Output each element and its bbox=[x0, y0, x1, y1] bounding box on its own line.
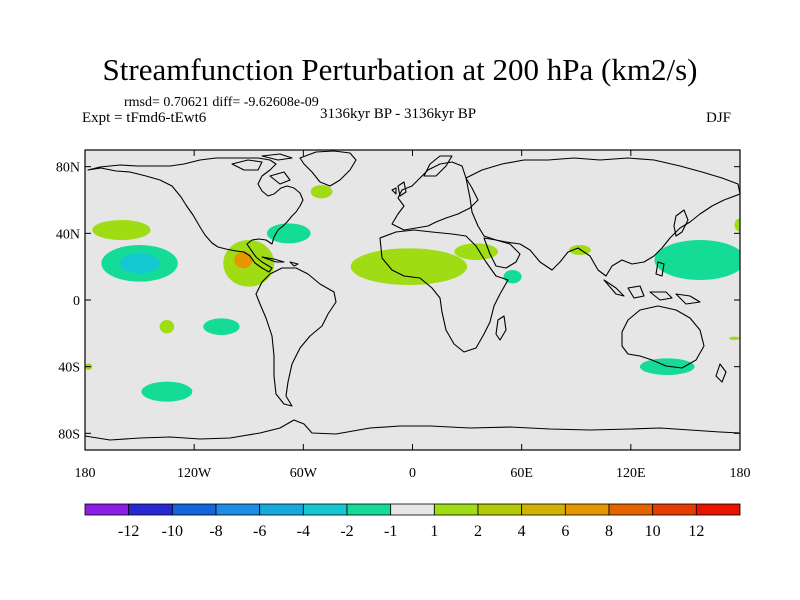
coastline-greenland bbox=[299, 150, 357, 187]
coastline-south-america bbox=[255, 267, 337, 407]
colorbar-label: 12 bbox=[688, 523, 704, 540]
colorbar-label: -6 bbox=[253, 523, 266, 540]
axes: 180 120W 60W 0 60E 120E 180 80N 40N 0 40S 80S bbox=[56, 150, 751, 481]
colorbar-label: -10 bbox=[162, 523, 183, 540]
colorbar-label: -1 bbox=[384, 523, 397, 540]
anomaly-north-atlantic-neg bbox=[266, 223, 311, 244]
colorbar-swatch bbox=[564, 503, 610, 516]
coastline-madagascar bbox=[495, 315, 507, 341]
colorbar: -12 -10 -8 -6 -4 -2 -1 1 2 4 6 8 10 12 bbox=[84, 503, 741, 540]
coastline-africa bbox=[379, 229, 509, 353]
anomaly-greenland-pos bbox=[310, 185, 333, 199]
anomaly-south-pacific-neg bbox=[203, 318, 240, 335]
anomaly-far-south-pacific-neg bbox=[141, 381, 193, 402]
lat-tick-label: 80S bbox=[58, 427, 80, 442]
colorbar-label: -4 bbox=[297, 523, 310, 540]
colorbar-label: -8 bbox=[209, 523, 222, 540]
coastline-arabia bbox=[483, 237, 521, 269]
colorbar-label: 10 bbox=[645, 523, 661, 540]
coastline-maritime-asia bbox=[603, 261, 701, 305]
colorbar-swatch bbox=[433, 503, 479, 516]
colorbar-swatch bbox=[521, 503, 566, 516]
anomaly-layer bbox=[85, 185, 740, 402]
colorbar-swatch bbox=[652, 503, 697, 516]
anomaly-west-pacific-neg bbox=[654, 240, 740, 280]
lon-tick-label: 120W bbox=[177, 466, 212, 481]
coastline-arctic-islands bbox=[231, 153, 293, 185]
colorbar-swatch bbox=[84, 503, 130, 516]
lon-tick-label: 0 bbox=[409, 466, 416, 481]
lat-tick-label: 40S bbox=[58, 361, 80, 376]
coastline-japan bbox=[673, 209, 689, 237]
anomaly-east-atlantic-africa-pos bbox=[350, 248, 468, 285]
coastline-antarctica bbox=[85, 419, 740, 441]
colorbar-swatch bbox=[128, 503, 173, 516]
rmsd-diff-text: rmsd= 0.70621 diff= -9.62608e-09 bbox=[124, 95, 319, 110]
lon-tick-label: 120E bbox=[616, 466, 646, 481]
lon-tick-label: 180 bbox=[730, 466, 751, 481]
anomaly-dateline-east-pos bbox=[734, 218, 740, 232]
lon-tick-label: 60E bbox=[510, 466, 533, 481]
colorbar-swatch bbox=[259, 503, 304, 516]
colorbar-label: 1 bbox=[430, 523, 438, 540]
coastline-australia bbox=[621, 305, 705, 369]
colorbar-label: -2 bbox=[340, 523, 353, 540]
anomaly-australia-east-pos bbox=[729, 336, 740, 340]
anomaly-gulf-of-mexico-pos-core bbox=[234, 251, 253, 269]
season-label: DJF bbox=[706, 110, 732, 126]
plot-title: Streamfunction Perturbation at 200 hPa (… bbox=[102, 52, 698, 87]
anomaly-south-pacific-pos-small bbox=[159, 320, 175, 334]
colorbar-swatch bbox=[695, 503, 741, 516]
colorbar-swatch bbox=[171, 503, 217, 516]
colorbar-swatch bbox=[346, 503, 392, 516]
anomaly-north-pacific-west-pos bbox=[92, 220, 151, 240]
colorbar-swatch bbox=[477, 503, 523, 516]
colorbar-swatch bbox=[608, 503, 654, 516]
coastline-new-zealand bbox=[715, 363, 727, 383]
coastline-north-america bbox=[87, 157, 304, 273]
colorbar-label: 2 bbox=[474, 523, 482, 540]
colorbar-swatch bbox=[302, 503, 348, 516]
coastline-caribbean bbox=[261, 256, 299, 267]
lat-tick-label: 80N bbox=[56, 161, 80, 176]
colorbar-swatch bbox=[215, 503, 261, 516]
colorbar-swatch bbox=[390, 503, 435, 516]
colorbar-label: 8 bbox=[605, 523, 613, 540]
lon-tick-label: 180 bbox=[75, 466, 96, 481]
experiment-label: Expt = tFmd6-tEwt6 bbox=[82, 110, 207, 126]
coastline-british-isles bbox=[391, 181, 407, 197]
lon-tick-label: 60W bbox=[290, 466, 318, 481]
coastline-scandinavia bbox=[423, 155, 453, 177]
coastlines bbox=[85, 150, 740, 441]
period-label: 3136kyr BP - 3136kyr BP bbox=[320, 106, 477, 122]
coastline-asia bbox=[465, 157, 740, 277]
plot-background bbox=[85, 150, 740, 450]
anomaly-arabian-sea-neg bbox=[503, 270, 522, 284]
lat-tick-label: 0 bbox=[73, 294, 80, 309]
colorbar-label: -12 bbox=[118, 523, 139, 540]
colorbar-label: 4 bbox=[518, 523, 526, 540]
anomaly-central-pacific-neg-core bbox=[119, 253, 160, 274]
colorbar-label: 6 bbox=[561, 523, 569, 540]
lat-tick-label: 40N bbox=[56, 227, 80, 242]
